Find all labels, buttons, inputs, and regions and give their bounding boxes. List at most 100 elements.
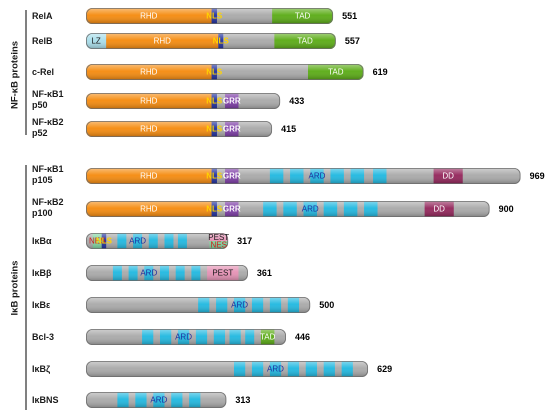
- protein-length: 446: [295, 332, 310, 342]
- protein-row-relb: RelB LZ RHD NLS TAD 557: [32, 33, 360, 49]
- protein-name: p52: [32, 128, 48, 138]
- protein-row-bcl-3: Bcl-3 ARD TAD 446: [32, 329, 310, 345]
- protein-row-iκbζ: IκBζ ARD 629: [32, 361, 392, 377]
- domain-label-rhd: RHD: [140, 97, 158, 106]
- protein-bar: [86, 361, 369, 377]
- protein-name: NF-κB1: [32, 89, 64, 99]
- domain-label-nls: NLS: [206, 125, 223, 134]
- domain-label-nls: NLS: [213, 37, 230, 46]
- domain-label-tad: TAD: [260, 333, 276, 342]
- domain-label-rhd: RHD: [140, 68, 158, 77]
- domain-label-nls: NLS: [206, 97, 223, 106]
- domain-label-tad: TAD: [295, 12, 311, 21]
- protein-bar: [86, 265, 248, 281]
- protein-row-iκbε: IκBε ARD 500: [32, 297, 334, 313]
- group-ikb: IκB proteins: [10, 165, 27, 410]
- protein-name: Bcl-3: [32, 332, 54, 342]
- protein-row-c-rel: c-Rel RHD NLS TAD 619: [32, 64, 388, 80]
- domain-label-ard: ARD: [309, 172, 326, 181]
- domain-label-lz: LZ: [91, 37, 100, 46]
- protein-length: 969: [530, 171, 545, 181]
- protein-name: IκBζ: [32, 364, 50, 374]
- group-label-ikb: IκB proteins: [10, 261, 21, 316]
- protein-length: 317: [237, 236, 252, 246]
- protein-bar: [86, 201, 490, 217]
- protein-name: NF-κB2: [32, 117, 64, 127]
- protein-bar: [86, 33, 336, 49]
- protein-bar: [86, 8, 334, 24]
- domain-label-rhd: RHD: [140, 172, 158, 181]
- domain-label-nls: NLS: [206, 172, 223, 181]
- domain-label-nes: NES: [211, 241, 227, 250]
- protein-length: 551: [342, 11, 357, 21]
- protein-name: NF-κB2: [32, 197, 64, 207]
- domain-label-nls: NLS: [206, 205, 223, 214]
- group-nfkb: NF-κB proteins: [10, 10, 27, 135]
- protein-bar: [86, 297, 311, 313]
- protein-name: p50: [32, 100, 48, 110]
- protein-bar: [86, 233, 229, 249]
- domain-label-ard: ARD: [129, 237, 146, 246]
- domain-label-ard: ARD: [267, 365, 284, 374]
- protein-rows: RelA RHD NLS TAD 551 RelB LZ RHD NLS TAD 557 c-Rel R…: [32, 8, 545, 408]
- domain-label-ard: ARD: [231, 301, 248, 310]
- protein-bar: [86, 121, 273, 137]
- domain-label-tad: TAD: [328, 68, 344, 77]
- protein-name: IκBε: [32, 300, 51, 310]
- domain-label-nls: NLS: [206, 12, 223, 21]
- domain-label-rhd: RHD: [140, 125, 158, 134]
- protein-length: 433: [289, 96, 304, 106]
- group-label-nfkb: NF-κB proteins: [10, 41, 21, 109]
- protein-name: NF-κB1: [32, 164, 64, 174]
- protein-name: IκBα: [32, 236, 52, 246]
- domain-label-rhd: RHD: [140, 12, 158, 21]
- protein-bar: [86, 168, 521, 184]
- domain-label-grr: GRR: [223, 97, 241, 106]
- domain-label-ard: ARD: [175, 333, 192, 342]
- protein-length: 900: [499, 204, 514, 214]
- protein-name: IκBNS: [32, 395, 59, 405]
- protein-name: c-Rel: [32, 67, 54, 77]
- protein-bar: [86, 329, 287, 345]
- domain-label-pest: PEST: [212, 269, 233, 278]
- protein-name: IκBβ: [32, 268, 52, 278]
- domain-label-dd: DD: [442, 172, 454, 181]
- protein-length: 500: [319, 300, 334, 310]
- protein-name: RelA: [32, 11, 53, 21]
- domain-label-grr: GRR: [223, 125, 241, 134]
- protein-name: p100: [32, 208, 53, 218]
- protein-length: 619: [373, 67, 388, 77]
- protein-bar: [86, 93, 281, 109]
- domain-label-tad: TAD: [297, 37, 313, 46]
- domain-label-ard: ARD: [302, 205, 319, 214]
- domain-label-rhd: RHD: [140, 205, 158, 214]
- protein-row-iκbns: IκBNS ARD 313: [32, 392, 250, 408]
- domain-label-dd: DD: [433, 205, 445, 214]
- domain-label-ard: ARD: [150, 396, 167, 405]
- protein-name: RelB: [32, 36, 53, 46]
- domain-label-nls: NLS: [206, 68, 223, 77]
- domain-label-grr: GRR: [223, 205, 241, 214]
- domain-label-ard: ARD: [140, 269, 157, 278]
- domain-label-grr: GRR: [223, 172, 241, 181]
- protein-row-rela: RelA RHD NLS TAD 551: [32, 8, 357, 24]
- protein-name: p105: [32, 175, 53, 185]
- protein-length: 557: [345, 36, 360, 46]
- protein-length: 361: [257, 268, 272, 278]
- domain-label-nes: NES: [89, 237, 105, 246]
- domain-label-rhd: RHD: [154, 37, 172, 46]
- protein-bar: [86, 392, 227, 408]
- protein-bar: [86, 64, 364, 80]
- domain-label-nls: NLS: [96, 237, 113, 246]
- protein-row-iκbβ: IκBβ ARD PEST 361: [32, 265, 272, 281]
- domain-label-pest: PEST: [208, 233, 229, 242]
- protein-length: 629: [377, 364, 392, 374]
- protein-length: 313: [235, 395, 250, 405]
- protein-length: 415: [281, 124, 296, 134]
